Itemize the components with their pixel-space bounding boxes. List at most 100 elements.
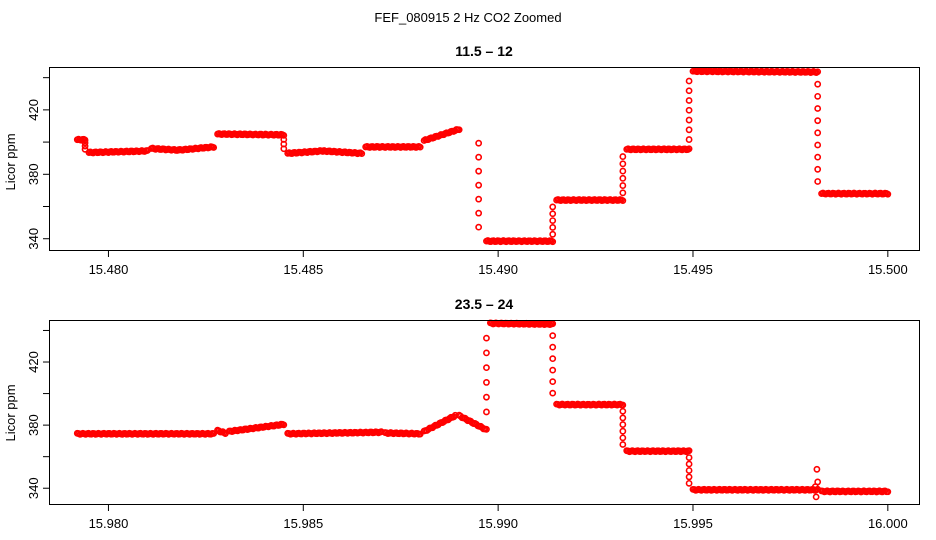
data-point: [81, 142, 89, 150]
data-point: [619, 182, 627, 189]
data-point: [483, 349, 490, 357]
data-point: [358, 150, 366, 158]
data-point: [549, 366, 557, 374]
data-point: [814, 478, 822, 486]
data-point: [549, 224, 557, 231]
data-point: [549, 389, 557, 397]
panel-1-title: 11.5 – 12: [455, 43, 513, 59]
panel-2-ylabel: Licor ppm: [3, 384, 18, 441]
figure-title: FEF_080915 2 Hz CO2 Zoomed: [374, 10, 561, 25]
data-point: [619, 414, 627, 422]
x-tick-label: 15.495: [673, 262, 713, 277]
data-point: [619, 167, 627, 175]
data-point: [210, 144, 218, 151]
data-point: [619, 197, 627, 205]
x-tick-label: 15.995: [673, 516, 713, 531]
data-point: [280, 145, 288, 153]
x-tick-label: 15.985: [283, 516, 323, 531]
data-point: [619, 160, 627, 168]
data-point: [619, 401, 627, 409]
y-tick-label: 340: [26, 228, 41, 250]
data-point: [416, 143, 424, 151]
panel-2-x-axis: 15.980 15.985 15.990 15.995 16.000: [89, 504, 908, 531]
x-tick-label: 15.500: [868, 262, 908, 277]
data-point: [81, 136, 89, 144]
data-point: [549, 378, 557, 386]
data-point: [619, 434, 627, 442]
y-tick-label: 380: [26, 414, 41, 436]
x-tick-label: 16.000: [868, 516, 908, 531]
data-point: [685, 126, 693, 134]
data-point: [475, 209, 483, 217]
y-tick-label: 340: [26, 477, 41, 499]
data-point: [549, 355, 557, 363]
data-point: [549, 217, 557, 225]
data-point: [814, 129, 822, 137]
x-tick-label: 15.480: [89, 262, 129, 277]
data-point: [483, 334, 490, 342]
data-point: [483, 408, 490, 416]
data-point: [475, 181, 483, 189]
data-point: [685, 87, 693, 95]
data-point: [619, 421, 627, 428]
data-point: [685, 145, 693, 153]
x-tick-label: 15.990: [478, 516, 518, 531]
data-point: [814, 141, 822, 149]
data-point: [619, 407, 627, 415]
data-point: [549, 343, 557, 351]
x-tick-label: 15.485: [283, 262, 323, 277]
data-point: [814, 178, 822, 185]
data-point: [685, 454, 693, 461]
data-point: [814, 80, 822, 88]
y-tick-label: 420: [26, 351, 41, 373]
y-tick-label: 420: [26, 99, 41, 121]
data-point: [814, 153, 822, 161]
panel-2-points: [73, 319, 892, 501]
data-point: [685, 77, 693, 85]
data-point: [812, 493, 820, 501]
data-point: [619, 153, 627, 160]
data-point: [475, 139, 483, 147]
panel-1-ylabel: Licor ppm: [3, 133, 18, 190]
data-point: [475, 195, 483, 203]
panel-1-x-axis: 15.480 15.485 15.490 15.495 15.500: [89, 250, 908, 277]
data-point: [549, 238, 557, 246]
data-point: [475, 223, 483, 231]
data-point: [280, 131, 288, 139]
data-point: [475, 153, 483, 161]
data-point: [475, 167, 483, 175]
data-point: [483, 425, 490, 433]
data-point: [685, 460, 693, 468]
data-point: [814, 165, 822, 173]
data-point: [813, 465, 821, 473]
data-point: [685, 467, 693, 474]
data-point: [81, 139, 89, 147]
panel-2-y-axis: 340 380 420: [26, 329, 50, 499]
data-point: [549, 210, 557, 218]
x-tick-label: 15.490: [478, 262, 518, 277]
data-point: [549, 332, 557, 340]
data-point: [685, 136, 693, 143]
data-point: [549, 320, 557, 328]
y-tick-label: 380: [26, 163, 41, 185]
data-point: [483, 393, 490, 401]
data-point: [280, 421, 288, 429]
data-point: [619, 189, 627, 197]
panel-1: 11.5 – 12 Licor ppm 15.480 15.485 15.490 15…: [3, 43, 920, 277]
data-point: [685, 479, 693, 487]
data-point: [619, 441, 627, 448]
data-point: [685, 116, 693, 124]
data-point: [814, 92, 822, 100]
panel-1-y-axis: 340 380 420: [26, 77, 50, 250]
data-point: [685, 473, 693, 481]
data-point: [884, 190, 892, 198]
panel-2-title: 23.5 – 24: [455, 296, 514, 312]
panel-2: 23.5 – 24 Licor ppm 15.980 15.985 15.990 15…: [3, 296, 920, 531]
panel-2-frame: [49, 320, 920, 505]
data-point: [619, 174, 627, 182]
data-point: [814, 68, 822, 76]
data-point: [483, 364, 490, 372]
data-point: [619, 427, 627, 435]
panel-1-frame: [49, 67, 920, 251]
data-point: [814, 117, 822, 125]
